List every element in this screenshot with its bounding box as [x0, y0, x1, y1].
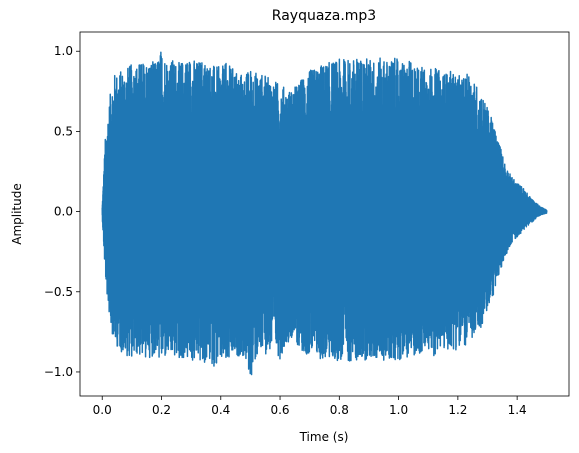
- x-tick-label: 0.4: [211, 403, 230, 417]
- chart-title: Rayquaza.mp3: [272, 8, 376, 24]
- y-tick-label: 1.0: [54, 44, 73, 58]
- x-tick-label: 0.0: [93, 403, 112, 417]
- x-tick-label: 0.6: [270, 403, 289, 417]
- x-tick-label: 0.2: [152, 403, 171, 417]
- x-tick-label: 1.0: [389, 403, 408, 417]
- y-tick-label: −0.5: [44, 285, 73, 299]
- y-tick-label: 0.0: [54, 205, 73, 219]
- y-axis-label: Amplitude: [10, 183, 24, 245]
- plot-area: [101, 51, 548, 376]
- y-tick-label: 0.5: [54, 124, 73, 138]
- x-axis-label: Time (s): [299, 430, 349, 444]
- y-axis-ticks: −1.0 −0.5 0.0 0.5 1.0: [44, 44, 80, 379]
- axes-frame: [79, 31, 570, 397]
- x-tick-label: 1.2: [448, 403, 467, 417]
- y-tick-label: −1.0: [44, 365, 73, 379]
- waveform-series-line: [101, 51, 548, 376]
- x-axis-ticks: 0.0 0.2 0.4 0.6 0.8 1.0 1.2 1.4: [93, 396, 527, 417]
- x-tick-label: 0.8: [330, 403, 349, 417]
- x-tick-label: 1.4: [508, 403, 527, 417]
